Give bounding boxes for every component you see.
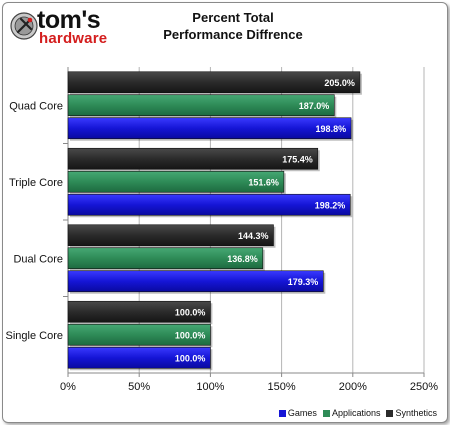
- chart-title-line-2: Performance Diffrence: [163, 27, 303, 42]
- legend-swatch-applications: [322, 409, 330, 417]
- bar-triple-core-games: [67, 193, 351, 216]
- logo-seal-icon: [10, 12, 38, 40]
- x-tick-label-50: 50%: [128, 381, 150, 393]
- legend-swatch-games: [278, 409, 286, 417]
- data-label-dual-core-synthetics: 144.3%: [238, 231, 269, 241]
- data-label-single-core-games: 100.0%: [175, 353, 206, 363]
- bar-single-core-applications: [67, 323, 211, 346]
- toms-hardware-logo: tom's hardware: [9, 7, 125, 49]
- legend-item-synthetics: Synthetics: [386, 408, 437, 418]
- chart-legend: Games Applications Synthetics: [278, 408, 437, 418]
- data-label-quad-core-games: 198.8%: [316, 124, 347, 134]
- x-tick-label-100: 100%: [196, 381, 224, 393]
- category-label-triple-core: Triple Core: [9, 177, 63, 189]
- legend-item-games: Games: [278, 408, 317, 418]
- data-label-dual-core-games: 179.3%: [288, 277, 319, 287]
- category-label-dual-core: Dual Core: [13, 253, 63, 265]
- bar-triple-core-synthetics: [67, 147, 319, 170]
- data-label-quad-core-applications: 187.0%: [299, 101, 330, 111]
- logo-text-hardware: hardware: [39, 30, 108, 47]
- bar-dual-core-games: [67, 270, 324, 293]
- x-tick-label-250: 250%: [410, 381, 438, 393]
- logo-text-toms: tom's: [37, 6, 101, 34]
- data-label-triple-core-synthetics: 175.4%: [282, 154, 313, 164]
- data-label-triple-core-games: 198.2%: [315, 200, 346, 210]
- legend-label-synthetics: Synthetics: [395, 408, 437, 418]
- bar-single-core-synthetics: [67, 300, 211, 323]
- data-label-triple-core-applications: 151.6%: [248, 177, 279, 187]
- category-label-quad-core: Quad Core: [9, 100, 63, 112]
- bar-quad-core-synthetics: [67, 71, 361, 94]
- data-label-dual-core-applications: 136.8%: [227, 254, 258, 264]
- data-label-single-core-applications: 100.0%: [175, 330, 206, 340]
- bar-dual-core-applications: [67, 247, 264, 270]
- bar-triple-core-applications: [67, 170, 285, 193]
- chart-title-line-1: Percent Total: [192, 10, 274, 25]
- x-tick-label-150: 150%: [268, 381, 296, 393]
- legend-swatch-synthetics: [386, 409, 394, 417]
- legend-label-games: Games: [287, 408, 317, 418]
- x-tick-label-0: 0%: [60, 381, 76, 393]
- category-label-single-core: Single Core: [6, 330, 63, 342]
- bar-single-core-games: [67, 346, 211, 369]
- bar-quad-core-games: [67, 117, 352, 140]
- bar-quad-core-applications: [67, 94, 335, 117]
- data-label-quad-core-synthetics: 205.0%: [324, 78, 355, 88]
- legend-label-applications: Applications: [331, 408, 381, 418]
- x-tick-label-200: 200%: [339, 381, 367, 393]
- bar-dual-core-synthetics: [67, 224, 274, 247]
- chart-title: Percent Total Performance Diffrence: [123, 9, 343, 43]
- data-label-single-core-synthetics: 100.0%: [175, 307, 206, 317]
- legend-item-applications: Applications: [322, 408, 381, 418]
- bar-chart: 0% 50% 100% 150% 200% 250% 205.0% 187.0% 198.8% Q…: [6, 67, 438, 393]
